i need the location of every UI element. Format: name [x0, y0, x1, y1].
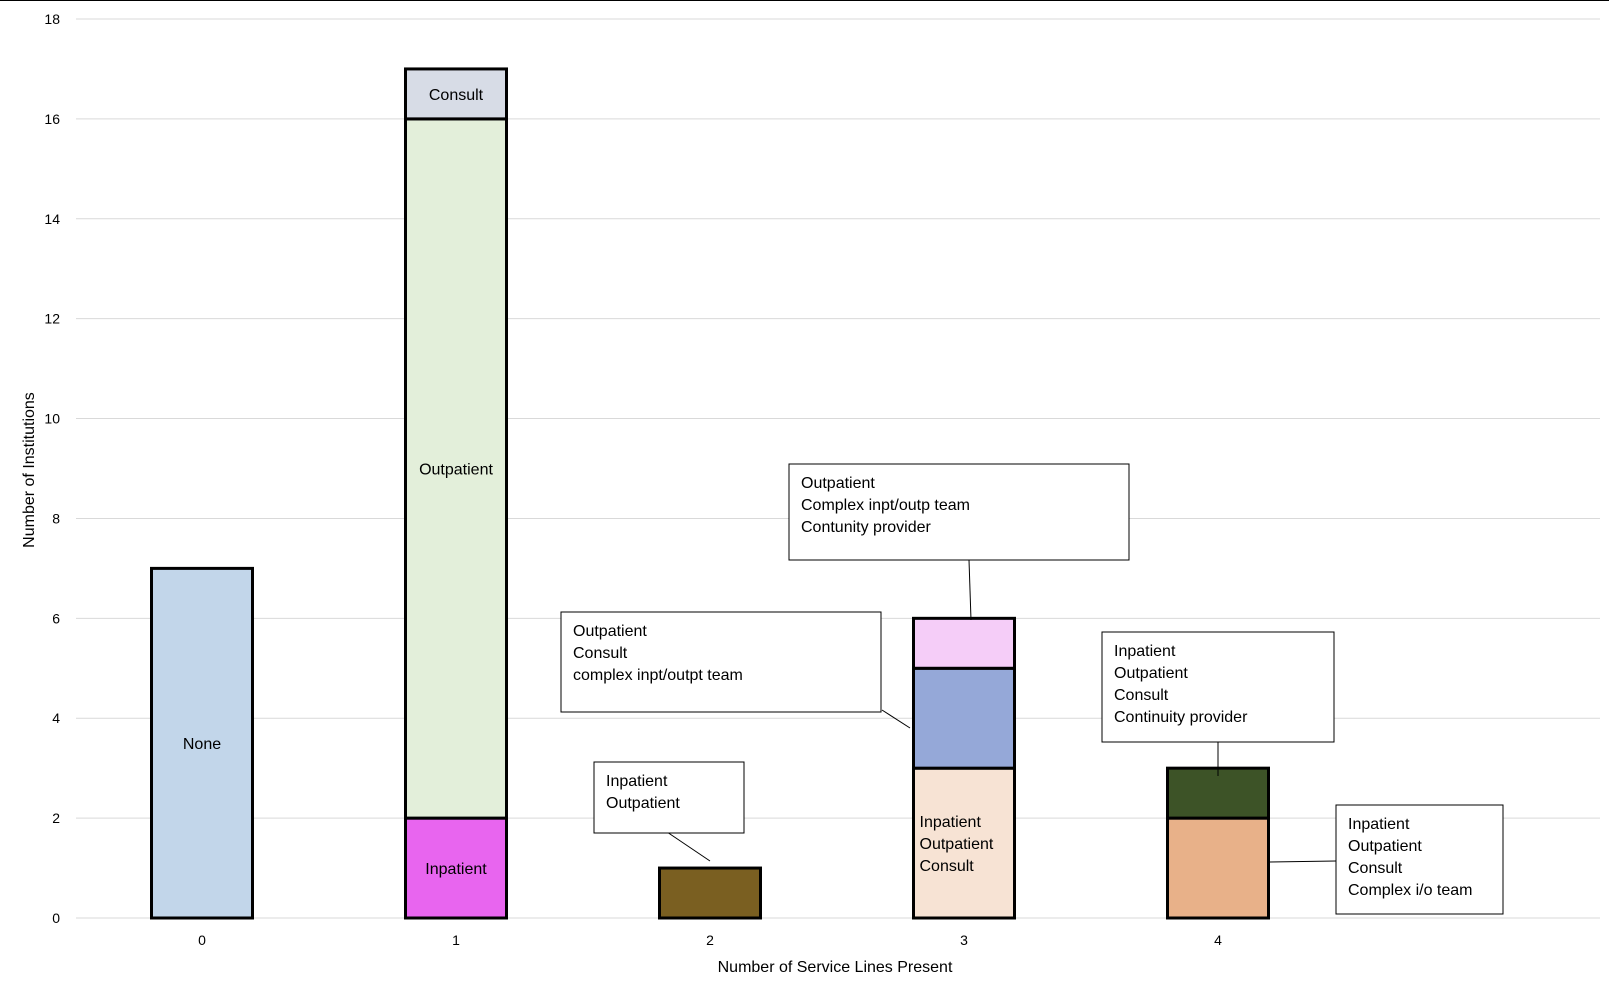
- bar-segment: [404, 816, 508, 920]
- callout-text: Inpatient Outpatient: [606, 773, 680, 812]
- callout-text: Inpatient Outpatient Consult Complex i/o te…: [1348, 816, 1473, 899]
- bar-segment: [658, 866, 762, 920]
- y-axis-title: Number of Institutions: [21, 392, 38, 548]
- callout-leader-line: [1268, 860, 1337, 863]
- bar-segment: [404, 67, 508, 121]
- y-tick-label: 10: [44, 411, 60, 427]
- callout-box: [1335, 804, 1504, 915]
- bar-segment-label: Consult: [429, 87, 484, 104]
- bar-segment-label: None: [183, 736, 221, 753]
- y-tick-label: 14: [44, 211, 60, 227]
- x-tick-label: 1: [452, 932, 460, 948]
- x-axis-title: Number of Service Lines Present: [718, 959, 953, 976]
- y-tick-label: 0: [52, 910, 60, 926]
- bar-segment-label: Inpatient: [425, 861, 487, 878]
- bar-segment: [150, 566, 254, 920]
- callouts: Inpatient Outpatient Outpatient Consult comp…: [560, 463, 1504, 915]
- y-tick-label: 6: [52, 610, 60, 626]
- callout-text: Inpatient Outpatient Consult Continuity pro…: [1114, 643, 1248, 726]
- callout-leader-line: [968, 559, 972, 621]
- y-tick-label: 12: [44, 311, 60, 327]
- y-tick-label: 2: [52, 810, 60, 826]
- y-tick-label: 4: [52, 710, 60, 726]
- x-axis-ticks: 0 1 2 3 4: [198, 932, 1222, 948]
- bar-segment-label: Inpatient Outpatient Consult: [920, 814, 994, 875]
- bar-segment: [404, 117, 508, 820]
- callout-box: [1101, 631, 1335, 743]
- bar-segment: [912, 766, 1016, 920]
- y-tick-label: 8: [52, 510, 60, 526]
- callout-text: Outpatient Complex inpt/outp team Contunit…: [801, 475, 970, 536]
- bar-segment: [1166, 816, 1270, 920]
- bar-segment: [912, 616, 1016, 670]
- x-tick-label: 0: [198, 932, 206, 948]
- callout-box: [560, 611, 882, 713]
- x-tick-label: 3: [960, 932, 968, 948]
- x-tick-label: 2: [706, 932, 714, 948]
- bar-segment-label: Outpatient: [419, 462, 493, 479]
- y-tick-label: 16: [44, 111, 60, 127]
- callout-box: [593, 761, 745, 834]
- y-axis-ticks: 0 2 4 6 8 10 12 14 16 18: [44, 11, 60, 926]
- x-tick-label: 4: [1214, 932, 1222, 948]
- callout-text: Outpatient Consult complex inpt/outpt team: [573, 623, 743, 684]
- callout-leader-line: [666, 831, 711, 862]
- callout-leader-line: [881, 709, 911, 729]
- y-tick-label: 18: [44, 11, 60, 27]
- bar-segment: [912, 666, 1016, 770]
- callout-box: [788, 463, 1130, 561]
